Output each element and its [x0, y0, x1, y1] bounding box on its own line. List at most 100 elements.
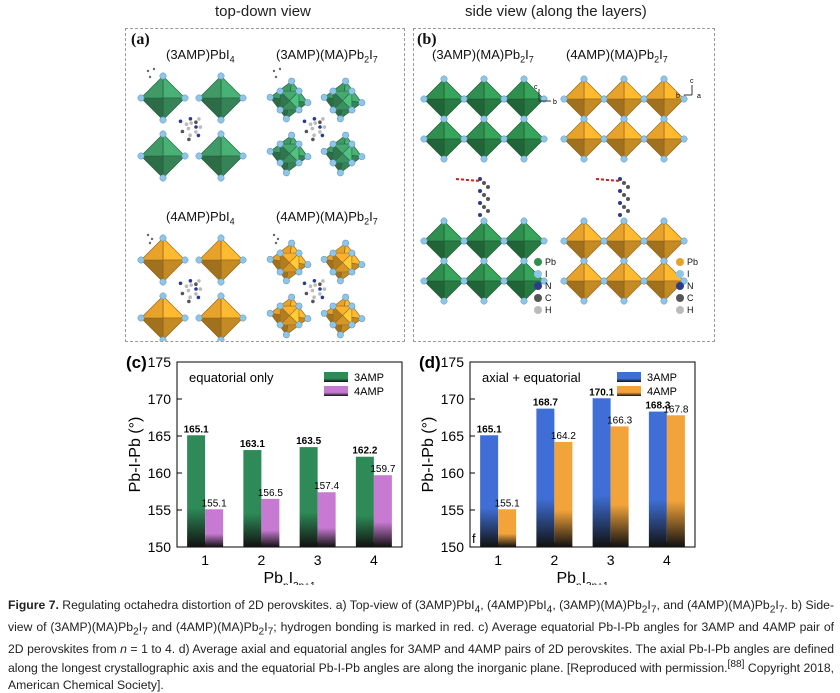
octahedron — [600, 75, 648, 123]
bar-4amp-4 — [666, 415, 685, 547]
data-label: 159.7 — [370, 464, 395, 475]
iodide-atom — [440, 297, 448, 305]
plot-frame — [469, 361, 696, 548]
legend-dot — [676, 282, 684, 290]
iodide-atom — [159, 116, 167, 124]
iodide-atom — [660, 115, 668, 123]
iodide-atom — [348, 249, 356, 257]
iodide-atom — [336, 115, 344, 123]
bar-4amp-2 — [554, 441, 573, 547]
iodide-atom — [440, 75, 448, 83]
annotation: equatorial only — [189, 370, 274, 385]
iodide-atom — [195, 152, 203, 160]
iodide-atom — [480, 155, 488, 163]
y-axis-label: Pb-I-Pb (°) — [420, 417, 437, 493]
iodide-atom — [181, 94, 189, 102]
iodide-atom — [336, 277, 344, 285]
iodide-atom — [358, 153, 366, 161]
iodide-atom — [217, 336, 225, 341]
legend-item-n: N — [676, 281, 694, 291]
x-tick-label: 4 — [370, 552, 378, 568]
panel-label: (c) — [126, 353, 147, 372]
iodide-atom — [440, 257, 448, 265]
axes-indicator-right: c b a — [676, 78, 701, 100]
iodide-atom — [342, 293, 350, 301]
iodide-atom — [520, 155, 528, 163]
iodide-atom — [660, 75, 668, 83]
octahedron — [137, 292, 189, 341]
chart-d: 150 155 160 165 170 175(d) Pb-I-Pb (°) axial + … — [419, 353, 696, 585]
iodide-atom — [620, 257, 628, 265]
iodide-atom — [329, 268, 337, 276]
iodide-atom — [620, 75, 628, 83]
iodide-atom — [640, 95, 648, 103]
iodide-atom — [342, 239, 350, 247]
iodide-atom — [276, 87, 284, 95]
iodide-atom — [239, 314, 247, 322]
iodide-atom — [282, 115, 290, 123]
iodide-atom — [276, 302, 284, 310]
bar-3amp-3 — [299, 447, 318, 547]
legend-dot — [676, 270, 684, 278]
axis-a-right: a — [697, 93, 701, 100]
iodide-atom — [460, 237, 468, 245]
iodide-atom — [440, 155, 448, 163]
organic-cation — [178, 117, 203, 142]
iodide-atom — [560, 277, 568, 285]
data-label: 166.3 — [607, 415, 632, 426]
iodide-atom — [295, 268, 303, 276]
axis-c-right: c — [690, 78, 694, 85]
iodide-atom — [217, 130, 225, 138]
legend-item-pb: Pb — [676, 257, 698, 267]
iodide-atom — [159, 130, 167, 138]
iodide-atom — [217, 174, 225, 182]
axis-glyph-a2 — [272, 67, 282, 79]
legend-label: C — [545, 293, 552, 303]
data-label: 168.3 — [645, 401, 670, 412]
legend-label-3amp: 3AMP — [647, 372, 677, 384]
hydrogen-bond — [455, 178, 481, 182]
iodide-atom — [358, 261, 366, 269]
iodide-atom — [295, 302, 303, 310]
iodide-atom — [217, 278, 225, 286]
legend-item-i: I — [676, 269, 690, 279]
x-tick-label: 2 — [257, 552, 265, 568]
iodide-atom — [348, 87, 356, 95]
axis-b-right: b — [676, 93, 680, 100]
iodide-atom — [137, 256, 145, 264]
iodide-atom — [520, 115, 528, 123]
side-stack-4amp — [560, 75, 688, 305]
iodide-atom — [181, 314, 189, 322]
iodide-atom — [580, 155, 588, 163]
iodide-atom — [276, 159, 284, 167]
structure-4amp-pbi4 — [137, 234, 247, 341]
octahedron — [195, 130, 247, 182]
bar-4amp-2 — [261, 498, 280, 547]
y-tick-label: 170 — [148, 391, 172, 407]
iodide-atom — [320, 309, 328, 317]
iodide-atom — [282, 331, 290, 339]
octahedron — [137, 130, 189, 182]
octahedron — [460, 75, 508, 123]
iodide-atom — [239, 256, 247, 264]
iodide-atom — [580, 115, 588, 123]
iodide-atom — [600, 277, 608, 285]
bar-4amp-1 — [498, 509, 517, 547]
x-tick-label: 3 — [607, 552, 615, 568]
iodide-atom — [336, 331, 344, 339]
iodide-atom — [600, 135, 608, 143]
iodide-atom — [276, 321, 284, 329]
iodide-atom — [329, 321, 337, 329]
data-label: 170.1 — [589, 387, 614, 398]
iodide-atom — [520, 75, 528, 83]
iodide-atom — [560, 135, 568, 143]
legend-item-h: H — [534, 305, 552, 315]
octahedron — [137, 72, 189, 124]
iodide-atom — [348, 321, 356, 329]
side-title-4amp: (4AMP)(MA)Pb2I7 — [566, 47, 668, 65]
iodide-atom — [620, 217, 628, 225]
iodide-atom — [159, 336, 167, 341]
octahedron — [329, 249, 356, 276]
octahedron — [420, 257, 468, 305]
legend-label: Pb — [687, 257, 699, 267]
